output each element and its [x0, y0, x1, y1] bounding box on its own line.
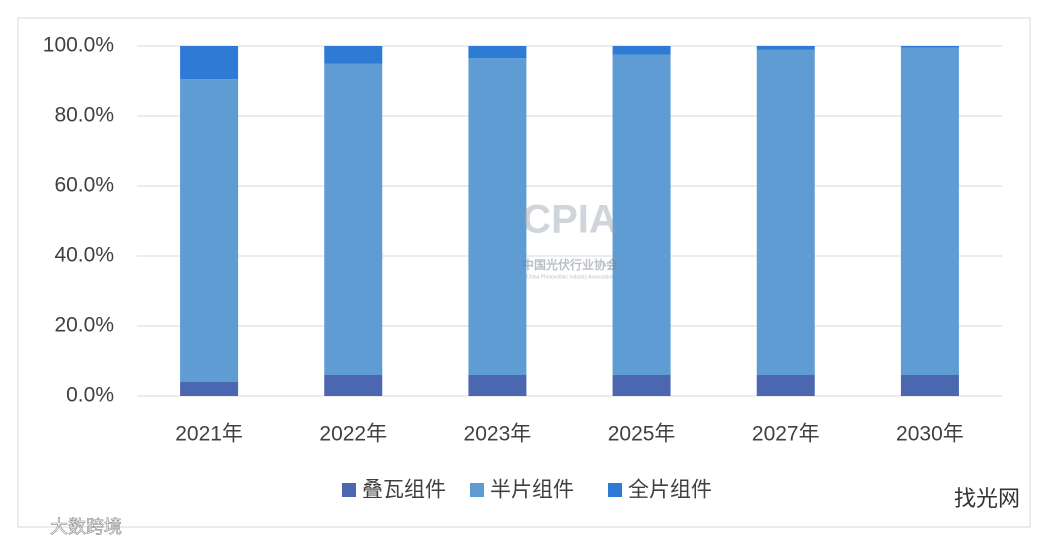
bar-segment — [612, 375, 671, 396]
bar-segment — [324, 63, 383, 375]
legend-label: 半片组件 — [490, 479, 574, 502]
legend-swatch — [342, 483, 356, 497]
bar-segment — [756, 375, 815, 396]
legend-label: 全片组件 — [628, 479, 712, 502]
y-tick-label: 100.0% — [43, 34, 114, 57]
bar-segment — [180, 46, 239, 80]
y-tick-label: 0.0% — [66, 384, 114, 407]
watermark-logo: CPIA — [522, 198, 618, 242]
legend-label: 叠瓦组件 — [362, 479, 446, 502]
watermark-source: 大数跨境 — [50, 517, 122, 537]
bars — [180, 46, 959, 396]
y-tick-label: 40.0% — [54, 244, 114, 267]
watermark-site: 找光网 — [954, 486, 1020, 511]
y-tick-label: 80.0% — [54, 104, 114, 127]
bar-segment — [900, 375, 959, 396]
x-tick-label: 2030年 — [896, 423, 964, 446]
x-tick-label: 2027年 — [752, 423, 820, 446]
x-tick-label: 2025年 — [608, 423, 676, 446]
bar-segment — [612, 46, 671, 55]
legend-swatch — [470, 483, 484, 497]
bar-segment — [468, 58, 527, 375]
bar-segment — [468, 46, 527, 59]
y-tick-label: 60.0% — [54, 174, 114, 197]
legend-swatch — [608, 483, 622, 497]
bar-segment — [612, 54, 671, 375]
bar-segment — [756, 49, 815, 375]
bar-segment — [468, 375, 527, 396]
y-tick-label: 20.0% — [54, 314, 114, 337]
bar-segment — [180, 382, 239, 396]
bar-segment — [324, 375, 383, 396]
x-tick-label: 2023年 — [464, 423, 532, 446]
x-tick-label: 2022年 — [319, 423, 387, 446]
grid — [137, 45, 1002, 397]
bar-segment — [900, 47, 959, 375]
bar-segment — [900, 46, 959, 48]
watermark-org-en: China Photovoltaic Industry Association — [526, 274, 614, 280]
bar-segment — [180, 79, 239, 382]
bar-segment — [324, 46, 383, 64]
bar-segment — [756, 46, 815, 50]
watermark-org: 中国光伏行业协会 — [522, 257, 619, 272]
x-tick-label: 2021年 — [175, 423, 243, 446]
